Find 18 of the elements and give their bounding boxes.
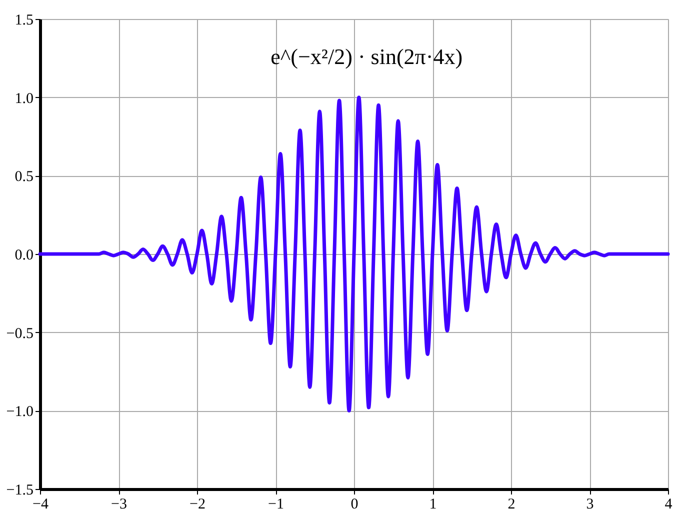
x-tick-label: 2 [508,496,516,512]
x-tick-label: 0 [350,496,358,512]
y-tick-label: 1.0 [14,90,34,107]
x-tick-label: −4 [32,496,49,512]
y-tick-label: −0.5 [6,326,34,342]
y-tick-label: 0.5 [14,169,34,186]
x-tick-label: 3 [586,496,594,512]
y-tick-label: −1.0 [6,404,34,420]
x-tick-label: −2 [190,496,206,512]
y-tick-label: 1.5 [14,12,34,28]
x-tick-label: −1 [268,496,284,512]
y-tick-label: 0.0 [14,248,34,264]
text: e^(−x²/2) · sin(2π·4x) [270,44,463,69]
x-tick-label: 1 [429,496,437,512]
y-tick-label: −1.5 [6,482,34,498]
x-tick-label: −3 [111,496,127,512]
x-tick-label: 4 [664,496,673,512]
line-series [38,96,670,412]
